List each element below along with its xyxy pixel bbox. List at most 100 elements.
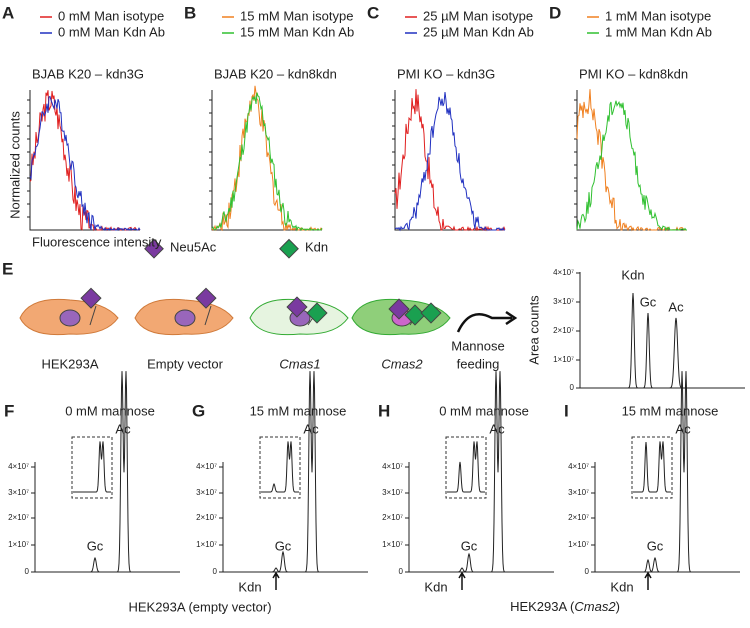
caption-part: HEK293A ( <box>510 599 575 614</box>
peak-label: Gc <box>647 538 664 553</box>
y-tick-label: 3×10⁷ <box>8 488 29 497</box>
legend-label: 1 mM Man isotype <box>605 8 711 23</box>
cell-label: Cmas1 <box>279 356 320 371</box>
y-tick-label: 2×10⁷ <box>196 513 217 522</box>
panel-title: PMI KO – kdn3G <box>397 66 495 81</box>
axes <box>579 272 745 389</box>
y-tick-label: 1×10⁷ <box>382 540 403 549</box>
legend-label: 1 mM Man Kdn Ab <box>605 24 712 39</box>
peak-label: Gc <box>87 538 104 553</box>
peak-label: Ac <box>668 299 684 314</box>
panel-title: PMI KO – kdn8kdn <box>579 66 688 81</box>
caption: HEK293A (empty vector) <box>128 599 271 614</box>
axes <box>394 90 505 231</box>
panel-title: BJAB K20 – kdn8kdn <box>214 66 337 81</box>
legend-label: Neu5Ac <box>170 239 217 254</box>
caption-part: ) <box>616 599 620 614</box>
y-tick-label: 3×10⁷ <box>382 488 403 497</box>
panel-letter: E <box>2 259 13 278</box>
legend-label: 15 mM Man isotype <box>240 8 353 23</box>
cell-drawings <box>19 238 518 336</box>
y-tick-label: 1×10⁷ <box>8 540 29 549</box>
peak-label: Kdn <box>610 579 633 594</box>
legend-label: 0 mM Man isotype <box>58 8 164 23</box>
legend-label: 25 µM Man Kdn Ab <box>423 24 534 39</box>
inset-chromatogram <box>73 441 111 493</box>
peak-label: Gc <box>640 294 657 309</box>
panel-letter: A <box>2 3 14 22</box>
cell-label: Empty vector <box>147 356 224 371</box>
panel-title: BJAB K20 – kdn3G <box>32 66 144 81</box>
arrow-label: Mannose <box>451 338 504 353</box>
y-tick-label: 1×10⁷ <box>568 540 589 549</box>
panel-letter: G <box>192 401 205 420</box>
panel-title: 15 mM mannose <box>250 403 347 418</box>
peak-label: Gc <box>461 538 478 553</box>
legend-label: 0 mM Man Kdn Ab <box>58 24 165 39</box>
arrow <box>458 571 466 590</box>
inset-box <box>259 436 301 499</box>
panel-letter: I <box>564 401 569 420</box>
legend-label: Kdn <box>305 239 328 254</box>
panel-letter: C <box>367 3 379 22</box>
panel-title: 0 mM mannose <box>439 403 529 418</box>
peak-label: Ac <box>675 421 691 436</box>
caption: HEK293A (Cmas2) <box>510 599 620 614</box>
panel-title: 15 mM mannose <box>622 403 719 418</box>
peak-label: Kdn <box>238 579 261 594</box>
histogram-curve <box>29 90 141 232</box>
y-tick-label: 0 <box>25 567 30 576</box>
y-axis-label: Normalized counts <box>7 111 22 219</box>
peak-label: Kdn <box>424 579 447 594</box>
y-tick-label: 4×10⁷ <box>196 462 217 471</box>
histogram-curve <box>211 85 323 232</box>
y-tick-label: 0 <box>570 383 575 392</box>
y-tick-label: 3×10⁷ <box>568 488 589 497</box>
cell-label: Cmas2 <box>381 356 423 371</box>
y-tick-label: 2×10⁷ <box>568 513 589 522</box>
histogram-curve <box>394 91 505 232</box>
y-tick-label: 4×10⁷ <box>553 268 574 277</box>
inset-box <box>445 436 487 499</box>
arrow-label: feeding <box>457 356 500 371</box>
y-tick-label: 3×10⁷ <box>553 297 574 306</box>
legend-label: 25 µM Man isotype <box>423 8 533 23</box>
y-tick-label: 4×10⁷ <box>382 462 403 471</box>
y-axis-label: Area counts <box>526 295 541 365</box>
peak-label: Ac <box>489 421 505 436</box>
inset-chromatogram <box>447 441 485 493</box>
legend-label: 15 mM Man Kdn Ab <box>240 24 354 39</box>
chromatogram <box>224 371 368 573</box>
histogram-curve <box>576 100 687 232</box>
y-tick-label: 3×10⁷ <box>196 488 217 497</box>
inset-chromatogram <box>261 441 299 493</box>
y-tick-label: 1×10⁷ <box>196 540 217 549</box>
histogram-curve <box>576 89 687 232</box>
y-tick-label: 0 <box>585 567 590 576</box>
arrow <box>272 571 280 590</box>
chromatogram <box>36 371 180 573</box>
chromatogram <box>582 292 745 389</box>
inset-box <box>631 436 673 499</box>
x-axis-label: Fluorescence intensity <box>32 234 162 249</box>
panel-letter: B <box>184 3 196 22</box>
inset-chromatogram <box>633 441 671 493</box>
panel-letter: F <box>4 401 14 420</box>
peak-label: Kdn <box>621 267 644 282</box>
y-tick-label: 2×10⁷ <box>553 326 574 335</box>
panel-letter: H <box>378 401 390 420</box>
inset-box <box>71 436 113 499</box>
peak-label: Gc <box>275 538 292 553</box>
histogram-curve <box>29 95 141 231</box>
y-tick-label: 0 <box>213 567 218 576</box>
peak-label: Ac <box>115 421 131 436</box>
caption-part: Cmas2 <box>574 599 616 614</box>
arrow <box>644 571 652 590</box>
histogram-curve <box>211 92 323 232</box>
panel-letter: D <box>549 3 561 22</box>
y-tick-label: 2×10⁷ <box>382 513 403 522</box>
chromatogram <box>410 371 554 573</box>
peak-label: Ac <box>303 421 319 436</box>
chromatogram <box>596 371 740 573</box>
cell-label: HEK293A <box>41 356 98 371</box>
